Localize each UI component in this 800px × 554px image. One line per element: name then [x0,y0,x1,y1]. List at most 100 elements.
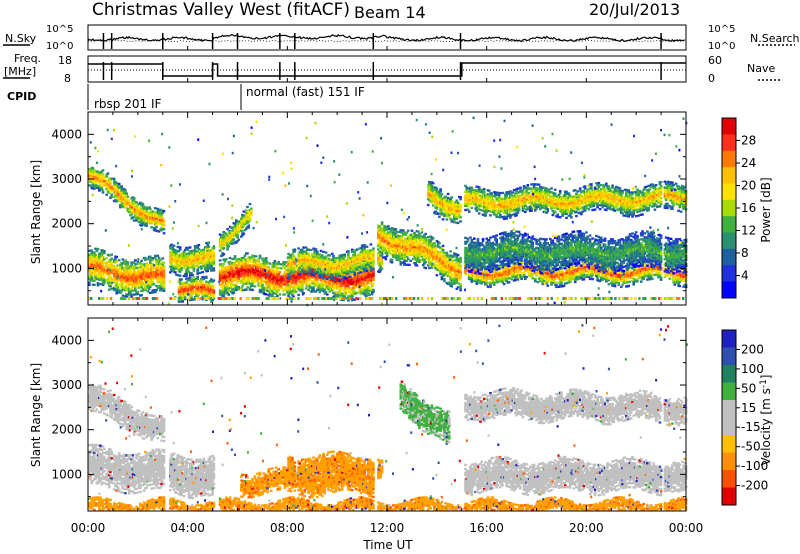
power-cell [228,290,231,292]
power-cell [103,278,106,280]
power-cell [185,255,188,257]
power-cell [286,289,289,291]
power-cell [102,173,105,175]
power-cell [110,194,113,196]
power-cell [170,244,173,246]
power-cell [280,275,283,277]
power-cell [206,270,209,272]
power-cell [154,291,157,293]
power-cell [391,261,394,263]
power-cell [163,282,166,284]
power-cell [238,264,241,266]
power-cell [179,246,182,248]
power-cell [312,286,315,288]
power-cell [189,274,192,276]
power-cell [459,210,462,212]
power-cell [459,287,462,289]
power-cell [206,248,209,250]
power-cell [110,178,113,180]
power-cell [321,288,324,290]
power-cell [228,277,231,279]
power-cell [407,230,410,232]
power-cell [159,209,162,211]
power-cell [130,280,133,282]
power-cell [163,290,166,292]
power-cell [105,257,108,259]
power-cell [246,206,249,208]
power-cell [343,254,346,256]
power-cell [163,262,166,264]
power-cell [459,289,462,291]
power-cell [345,277,348,279]
power-cell [274,260,277,262]
power-cell [267,266,270,268]
power-cell [157,255,160,257]
power-cell [122,295,125,297]
power-cell [307,249,310,251]
power-cell [142,290,145,292]
power-cell [366,268,369,270]
power-cell [98,256,101,258]
power-cell [459,206,462,208]
power-cell [118,183,121,185]
power-cell [129,270,132,272]
power-cell [332,255,335,257]
power-cell [356,269,359,271]
power-cell [145,211,148,213]
power-cell [150,226,153,228]
power-cell [110,190,113,192]
power-cell [200,267,203,269]
power-cell [250,214,253,216]
nsearch-label: N.Search [750,32,800,45]
power-cell [413,232,416,234]
power-cell [163,224,166,226]
power-cell [401,237,404,239]
power-cell [251,285,254,287]
power-cell [189,246,192,248]
power-cell [259,285,262,287]
power-cell [183,267,186,269]
power-cell [113,178,116,180]
power-cell [213,296,216,298]
power-cell [363,246,366,248]
power-cell [92,260,95,262]
power-cell [280,287,283,289]
power-cell [368,294,371,296]
power-cell [257,260,260,262]
power-cell [310,249,313,251]
power-cell [119,270,122,272]
power-cell [341,293,344,295]
power-cell [456,200,459,202]
power-cell [330,263,333,265]
power-cell [135,219,138,221]
power-cell [110,264,113,266]
power-cell [89,280,92,282]
power-cell [238,280,241,282]
power-cell [295,285,298,287]
power-cell [382,244,385,246]
power-cell [295,287,298,289]
power-cell [284,293,287,295]
power-cell [446,252,449,254]
power-cell [174,249,177,251]
power-cell [337,286,340,288]
power-cell [459,208,462,210]
power-cell [163,274,166,276]
power-cell [110,196,113,198]
power-cell [149,286,152,288]
power-cell [277,261,280,263]
power-cell [198,248,201,250]
power-cell [147,284,150,286]
cpid-segment-rbsp: rbsp 201 IF [94,97,161,111]
power-cell [238,286,241,288]
power-cell [130,272,133,274]
power-cell [424,233,427,235]
power-cell [390,235,393,237]
power-cell [280,263,283,265]
power-cell [301,284,304,286]
power-cell [128,211,131,213]
power-cell [103,184,106,186]
power-cell [280,285,283,287]
power-cell [122,258,125,260]
power-cell [163,210,166,212]
